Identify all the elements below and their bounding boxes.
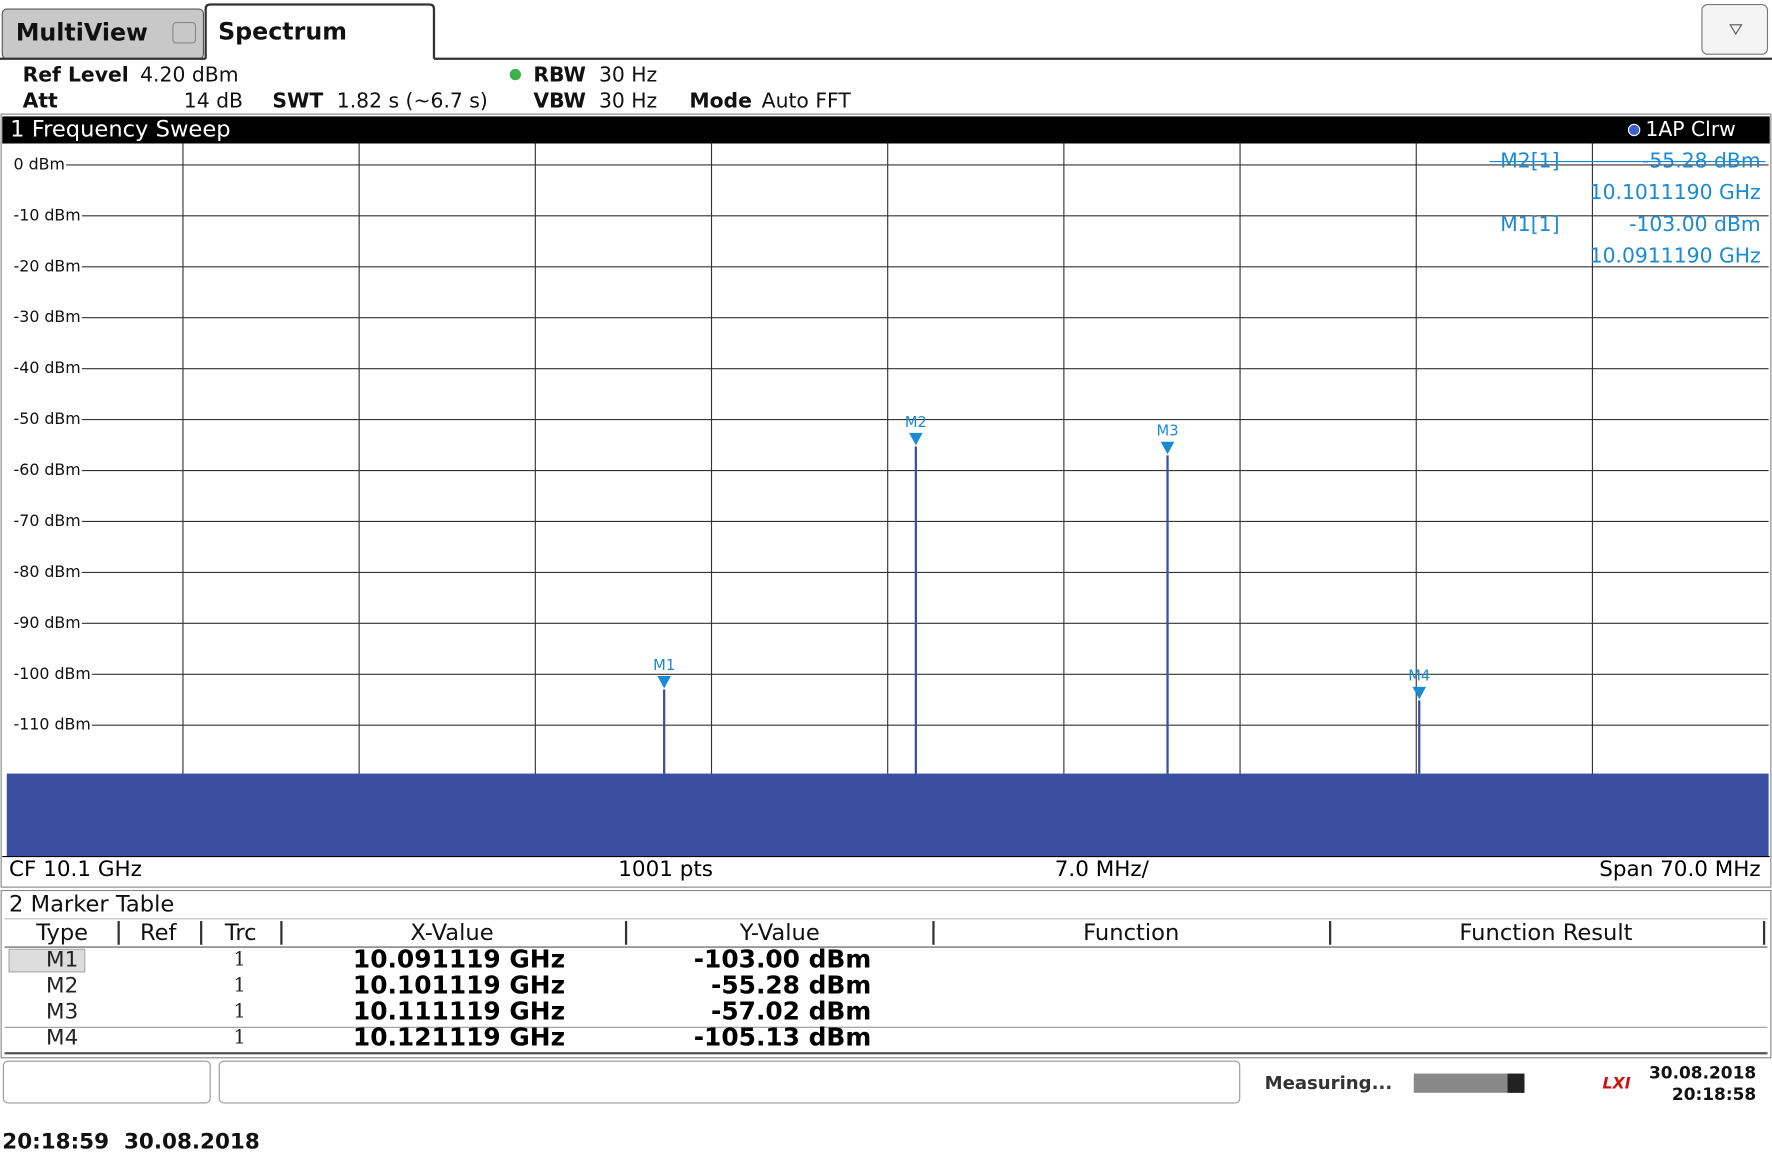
cell-y-value: -55.28 dBm: [711, 971, 871, 1000]
noise-floor: [6, 773, 1769, 857]
y-tick-label: -110 dBm: [14, 715, 91, 734]
y-tick-label: -100 dBm: [14, 664, 91, 683]
marker-label: M3: [1157, 423, 1179, 440]
timestamp: 20:18:59 30.08.2018: [2, 1130, 260, 1155]
y-tick-label: -90 dBm: [14, 613, 81, 632]
lxi-logo: LXI: [1602, 1073, 1630, 1092]
dropdown-icon: [1729, 24, 1743, 35]
y-tick-label: -30 dBm: [14, 307, 81, 326]
y-tick-label: -10 dBm: [14, 205, 81, 224]
cell-y-value: -103.00 dBm: [694, 945, 872, 974]
setting-value: 30 Hz: [599, 89, 657, 113]
marker-symbol: [909, 432, 923, 446]
footer-cf: CF 10.1 GHz: [9, 857, 142, 882]
cell-type: M3: [46, 1000, 78, 1025]
selected-row[interactable]: [8, 948, 86, 973]
cell-trace: 1: [233, 1000, 245, 1023]
footer-division: 7.0 MHz/: [1055, 857, 1150, 882]
cell-x-value: 10.121119 GHz: [353, 1023, 565, 1052]
status-time: 20:18:58: [1672, 1084, 1756, 1104]
cell-trace: 1: [233, 1026, 245, 1049]
setting-label: SWT: [272, 89, 323, 113]
plot-area: 0 dBm -10 dBm -20 dBm -30 dBm -40 dBm -50 dBm…: [6, 143, 1769, 857]
y-tick-label: -40 dBm: [14, 358, 81, 377]
cell-y-value: -105.13 dBm: [694, 1023, 872, 1052]
marker-symbol: [1412, 686, 1427, 700]
column-header: Trc: [224, 920, 257, 946]
column-header: Y-Value: [739, 920, 820, 946]
setting-value: 4.20 dBm: [140, 63, 238, 87]
trace-icon: [1627, 123, 1641, 137]
progress-bar: [1413, 1073, 1525, 1093]
setting-value: 14 dB: [184, 89, 243, 113]
column-header: X-Value: [410, 920, 493, 946]
footer-points: 1001 pts: [618, 857, 713, 882]
column-header: Ref: [140, 920, 178, 946]
cell-type: M4: [46, 1026, 78, 1051]
sweep-header: [2, 116, 1770, 144]
marker-symbol: [1160, 441, 1175, 455]
status-date: 30.08.2018: [1649, 1063, 1756, 1083]
cell-x-value: 10.091119 GHz: [353, 945, 565, 974]
y-tick-label: 0 dBm: [14, 154, 65, 173]
setting-label: Att: [23, 89, 58, 113]
y-tick-label: -20 dBm: [14, 256, 81, 275]
cell-trace: 1: [233, 974, 245, 997]
column-header: Function: [1083, 920, 1179, 946]
y-tick-label: -80 dBm: [14, 562, 81, 581]
y-tick-label: -50 dBm: [14, 409, 81, 428]
setting-value: Auto FFT: [762, 89, 852, 113]
y-tick-label: -60 dBm: [14, 460, 81, 479]
dropdown-button[interactable]: [1701, 3, 1769, 55]
message-field: [218, 1060, 1241, 1104]
trace-label: 1AP Clrw: [1645, 117, 1735, 141]
column-header: Type: [35, 920, 88, 946]
marker-label: M2: [905, 414, 927, 431]
marker-label: M1: [653, 657, 675, 674]
table-title: 2 Marker Table: [9, 892, 174, 918]
setting-label: Mode: [689, 89, 752, 113]
cell-y-value: -57.02 dBm: [711, 997, 871, 1026]
cell-x-value: 10.101119 GHz: [353, 971, 565, 1000]
marker-info-level: -55.28 dBm: [1642, 149, 1761, 173]
marker-label: M4: [1408, 668, 1430, 685]
tab-icon: [172, 22, 197, 44]
setting-value: 30 Hz: [599, 63, 657, 87]
status-state: Measuring...: [1265, 1073, 1393, 1094]
marker-info-freq: 10.0911190 GHz: [1590, 244, 1761, 268]
marker-table: [0, 889, 1772, 1059]
cell-type: M1: [46, 948, 78, 973]
status-dot: [509, 68, 521, 81]
cell-type: M2: [46, 974, 78, 999]
tab-label: Spectrum: [218, 17, 347, 45]
sweep-footer: [2, 856, 1770, 884]
setting-value: 1.82 s (~6.7 s): [337, 89, 488, 113]
column-header: Function Result: [1459, 920, 1632, 946]
cell-trace: 1: [233, 948, 245, 971]
footer-span: Span 70.0 MHz: [1599, 857, 1760, 882]
marker-info-level: -103.00 dBm: [1629, 212, 1761, 236]
setting-label: Ref Level: [23, 63, 129, 87]
marker-info-name: M2[1]: [1500, 149, 1559, 173]
softkey[interactable]: [2, 1060, 211, 1104]
marker-symbol: [657, 675, 671, 689]
marker-info-freq: 10.1011190 GHz: [1590, 180, 1761, 204]
cell-x-value: 10.111119 GHz: [353, 997, 565, 1026]
marker-info-name: M1[1]: [1500, 212, 1559, 236]
sweep-title: 1 Frequency Sweep: [10, 116, 230, 142]
setting-label: RBW: [533, 63, 585, 87]
tab-spectrum[interactable]: [204, 3, 436, 59]
y-tick-label: -70 dBm: [14, 511, 81, 530]
tab-label: MultiView: [16, 18, 148, 46]
setting-label: VBW: [533, 89, 586, 113]
